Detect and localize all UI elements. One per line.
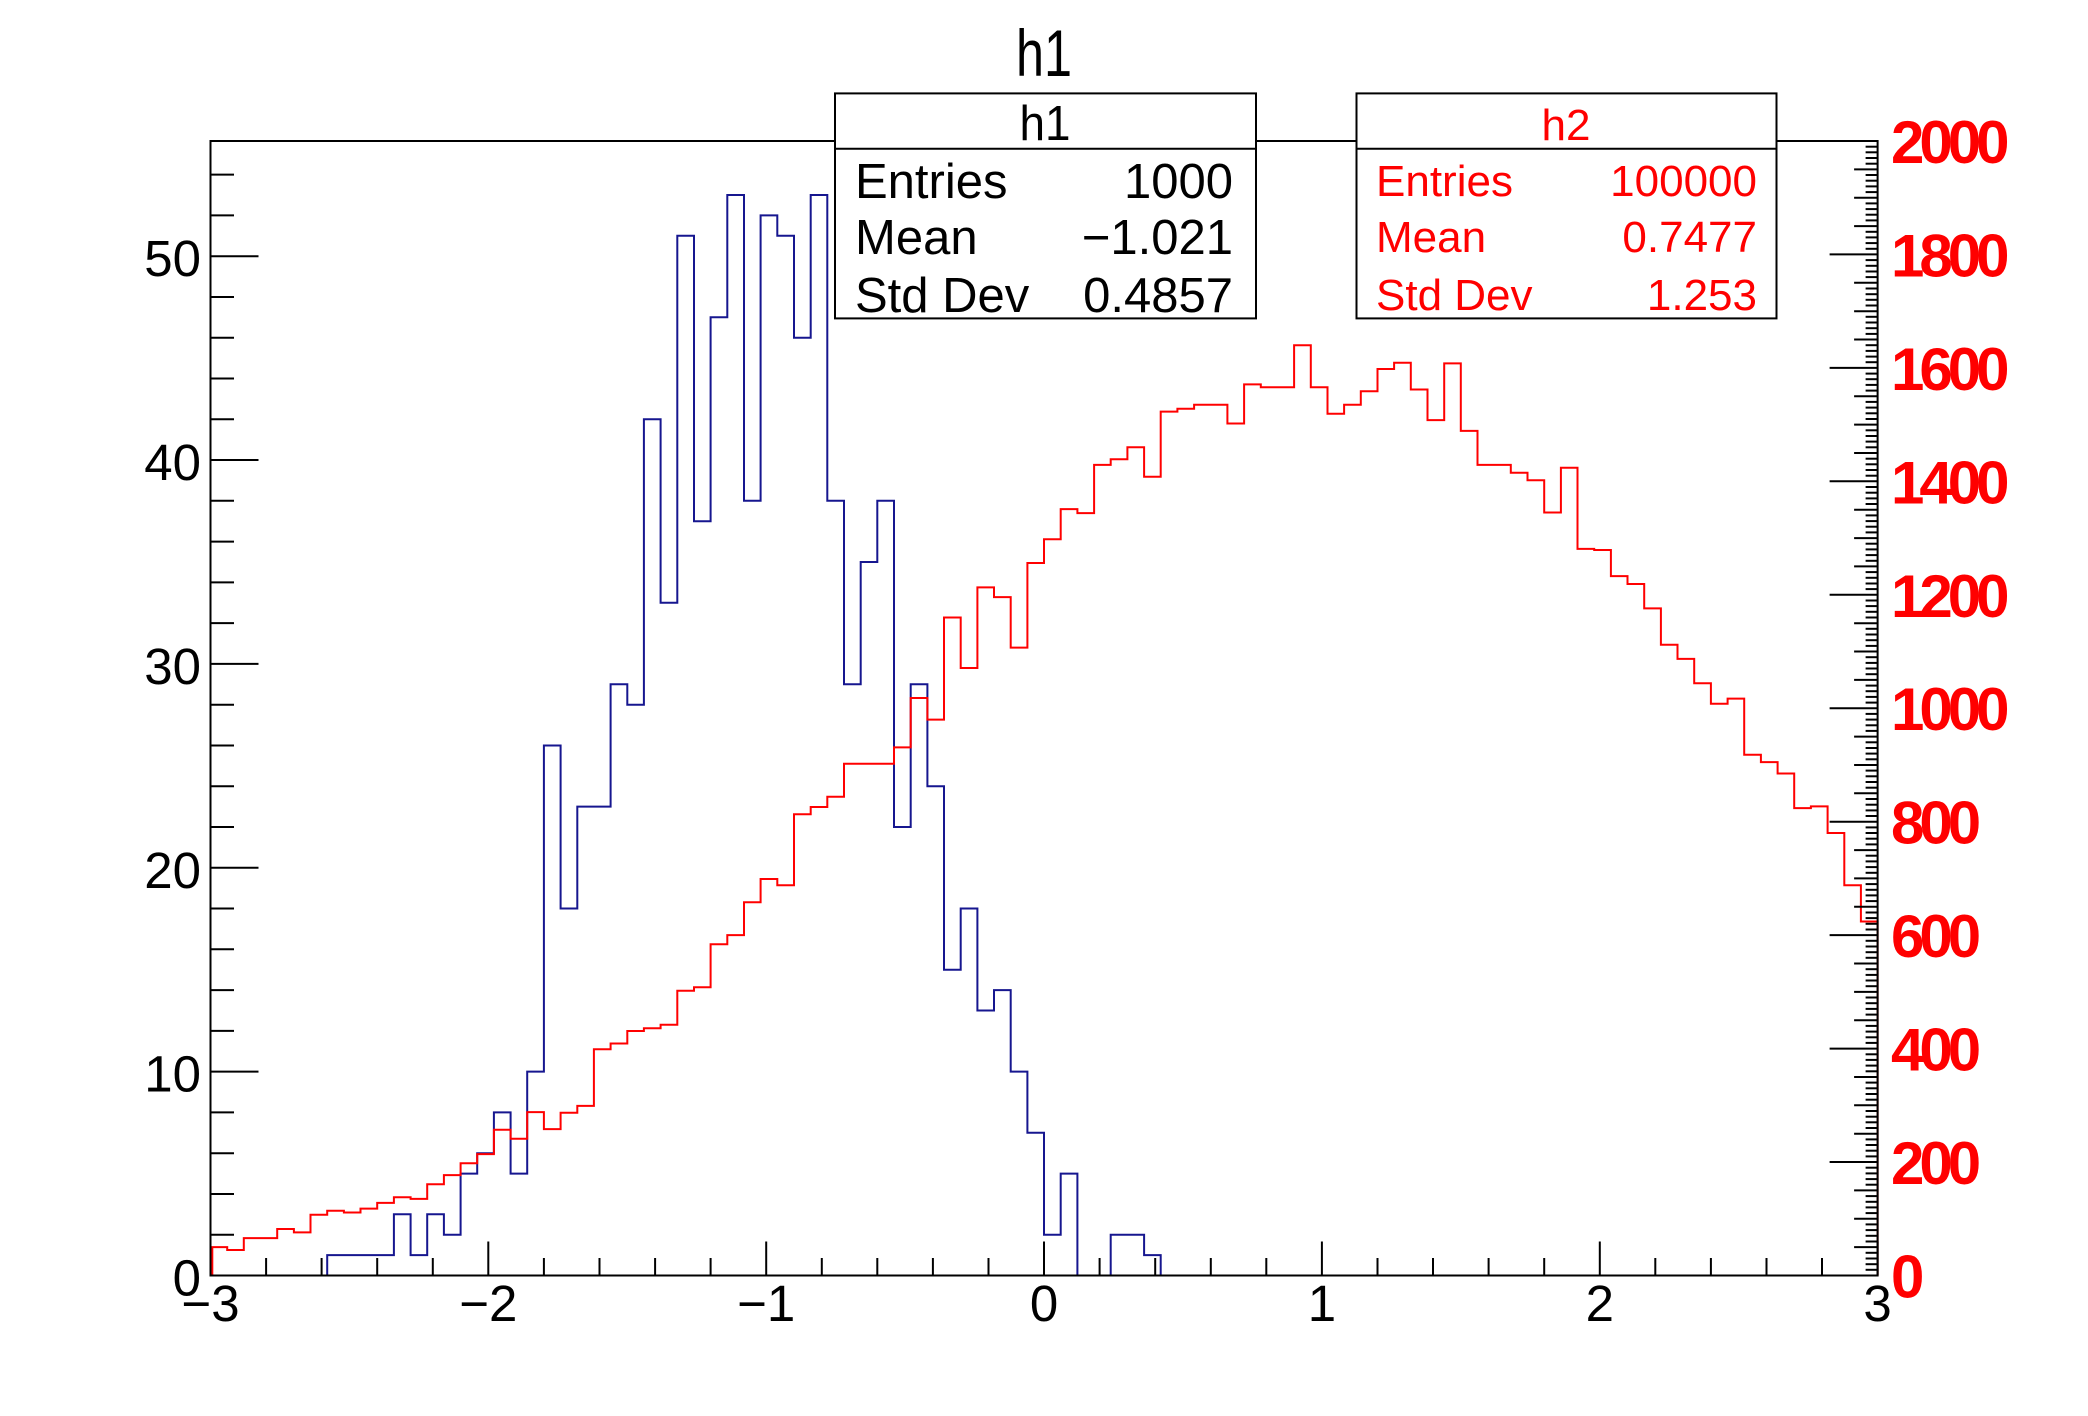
svg-text:h1: h1: [1016, 16, 1072, 90]
svg-text:30: 30: [144, 638, 201, 695]
svg-text:200: 200: [1891, 1130, 1979, 1197]
svg-text:3: 3: [1863, 1275, 1891, 1332]
svg-text:1000: 1000: [1891, 676, 2007, 743]
svg-text:2000: 2000: [1891, 109, 2007, 176]
svg-text:50: 50: [144, 230, 201, 287]
svg-text:1800: 1800: [1891, 222, 2007, 289]
svg-text:1400: 1400: [1891, 449, 2007, 516]
svg-text:600: 600: [1891, 903, 1979, 970]
svg-text:20: 20: [144, 842, 201, 899]
svg-text:1600: 1600: [1891, 336, 2007, 403]
svg-text:Mean: Mean: [1376, 213, 1486, 262]
svg-text:40: 40: [144, 434, 201, 491]
svg-text:1000: 1000: [1124, 155, 1233, 209]
svg-text:Mean: Mean: [855, 211, 978, 265]
svg-text:−3: −3: [181, 1275, 239, 1332]
svg-text:Entries: Entries: [1376, 157, 1513, 206]
svg-text:Std Dev: Std Dev: [855, 269, 1030, 323]
svg-text:10: 10: [144, 1046, 201, 1103]
svg-text:Std Dev: Std Dev: [1376, 271, 1533, 320]
svg-text:1: 1: [1308, 1275, 1336, 1332]
svg-text:0.4857: 0.4857: [1083, 269, 1233, 323]
svg-text:800: 800: [1891, 790, 1979, 857]
svg-text:1200: 1200: [1891, 563, 2007, 630]
svg-text:0: 0: [173, 1250, 201, 1307]
svg-text:Entries: Entries: [855, 155, 1008, 209]
svg-text:2: 2: [1586, 1275, 1614, 1332]
svg-text:400: 400: [1891, 1017, 1979, 1084]
svg-text:−2: −2: [459, 1275, 517, 1332]
svg-text:0: 0: [1030, 1275, 1058, 1332]
svg-text:0: 0: [1891, 1244, 1922, 1311]
svg-text:0.7477: 0.7477: [1622, 213, 1757, 262]
svg-text:−1.021: −1.021: [1082, 211, 1233, 265]
svg-text:100000: 100000: [1610, 157, 1757, 206]
svg-text:−1: −1: [737, 1275, 795, 1332]
svg-text:1.253: 1.253: [1647, 271, 1757, 320]
svg-text:h1: h1: [1020, 97, 1071, 151]
svg-text:h2: h2: [1542, 101, 1591, 150]
